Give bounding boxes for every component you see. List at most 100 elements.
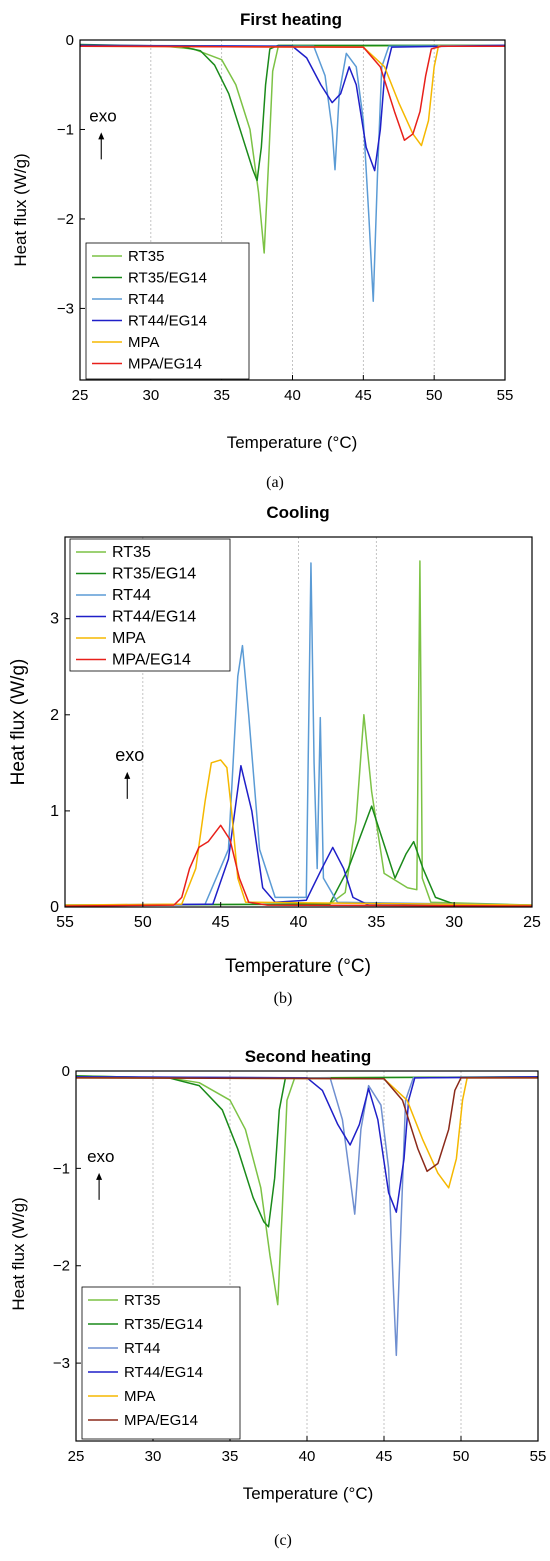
series-line-mpa: [76, 1077, 538, 1189]
series-line-rt44-eg14: [80, 44, 505, 172]
series-line-rt35: [76, 1075, 538, 1306]
panel-b: Cooling 55 50 45 40 35 30 25 0 1 2 3 Temperature …: [8, 503, 541, 1007]
x-tick-label: 30: [142, 387, 159, 404]
series-line-rt44: [65, 562, 532, 906]
y-tick-label: 0: [62, 1063, 70, 1080]
x-tick-label: 50: [134, 914, 152, 931]
x-tick-label: 35: [367, 914, 385, 931]
x-ticks: 55 50 45 40 35 30 25: [56, 902, 541, 931]
legend-label: MPA/EG14: [124, 1412, 198, 1429]
x-tick-label: 25: [72, 387, 89, 404]
panel-c: Second heating 25 30 35 40 45 50 55 0 −1 −2 −3 Te…: [9, 1047, 546, 1549]
x-tick-label: 30: [145, 1448, 162, 1465]
x-tick-label: 40: [284, 387, 301, 404]
series-line-mpa-eg14: [80, 45, 505, 141]
legend-label: RT35: [112, 544, 151, 561]
annotation-exo: exo: [115, 745, 144, 799]
x-tick-label: 35: [213, 387, 230, 404]
legend-box: [81, 1286, 241, 1440]
y-tick-label: −3: [57, 300, 74, 317]
x-tick-label: 50: [426, 387, 443, 404]
y-axis-label: Heat flux (W/g): [9, 1197, 28, 1310]
annotation-arrowhead: [96, 1172, 103, 1180]
x-ticks: 25 30 35 40 45 50 55: [68, 1436, 546, 1465]
y-tick-label: −2: [53, 1258, 70, 1275]
legend-label: MPA: [112, 630, 146, 647]
x-ticks: 25 30 35 40 45 50 55: [72, 375, 514, 404]
series-line-rt44: [76, 1076, 538, 1357]
y-axis-label: Heat flux (W/g): [8, 659, 29, 786]
legend-label: RT35: [128, 248, 164, 265]
legend-label: MPA/EG14: [112, 652, 191, 669]
y-tick-label: −2: [57, 211, 74, 228]
legend-label: MPA/EG14: [128, 356, 202, 373]
y-tick-label: −3: [53, 1355, 70, 1372]
x-tick-label: 25: [523, 914, 541, 931]
x-axis-label: Temperature (°C): [243, 1484, 374, 1503]
legend-label: MPA: [128, 334, 159, 351]
x-tick-label: 45: [355, 387, 372, 404]
annotation-arrowhead: [124, 771, 131, 779]
series-line-rt35: [65, 560, 532, 906]
chart-title: Cooling: [266, 503, 329, 522]
x-tick-label: 40: [290, 914, 308, 931]
legend-box: [85, 242, 250, 380]
y-tick-label: 0: [50, 899, 59, 916]
panel-label: (a): [266, 474, 284, 491]
y-ticks: 0 −1 −2 −3: [53, 1063, 81, 1372]
legend-label: RT44/EG14: [112, 609, 196, 626]
y-tick-label: 1: [50, 803, 59, 820]
legend-label: RT35: [124, 1292, 160, 1309]
legend-label: RT44/EG14: [128, 313, 207, 330]
legend-label: RT35/EG14: [112, 566, 196, 583]
plot-area: [76, 1075, 538, 1357]
chart-title: First heating: [240, 10, 342, 29]
chart-title: Second heating: [245, 1047, 372, 1066]
y-tick-label: −1: [57, 121, 74, 138]
panel-a: First heating 25 30 35 40 45 50 55 0 −1 −2 −3 Tem…: [11, 10, 513, 491]
y-tick-label: 3: [50, 611, 59, 628]
annotation-label: exo: [115, 745, 144, 765]
y-tick-label: −1: [53, 1160, 70, 1177]
annotation-arrowhead: [98, 132, 105, 140]
legend: RT35 RT35/EG14 RT44 RT44/EG14 MPA MPA/EG14: [69, 538, 231, 672]
y-tick-label: 2: [50, 707, 59, 724]
series-line-rt44-eg14: [76, 1076, 538, 1213]
y-axis-label: Heat flux (W/g): [11, 153, 30, 266]
legend-label: RT44: [124, 1340, 160, 1357]
legend-label: RT44: [112, 587, 151, 604]
legend: RT35 RT35/EG14 RT44 RT44/EG14 MPA MPA/EG14: [81, 1286, 241, 1440]
x-tick-label: 45: [376, 1448, 393, 1465]
plot-area: [65, 560, 532, 907]
x-tick-label: 50: [453, 1448, 470, 1465]
x-tick-label: 30: [445, 914, 463, 931]
series-line-mpa: [80, 45, 505, 147]
annotation-exo: exo: [87, 1147, 115, 1200]
x-tick-label: 35: [222, 1448, 239, 1465]
y-tick-label: 0: [66, 32, 74, 49]
legend-label: RT35/EG14: [128, 270, 207, 287]
legend-label: MPA: [124, 1388, 155, 1405]
series-line-mpa-eg14: [65, 824, 532, 907]
x-axis-label: Temperature (°C): [225, 956, 371, 977]
annotation-exo: exo: [89, 106, 117, 160]
plot-area: [80, 43, 505, 303]
annotation-label: exo: [87, 1147, 114, 1166]
series-line-rt35-eg14: [80, 43, 505, 182]
x-tick-label: 40: [299, 1448, 316, 1465]
x-tick-label: 25: [68, 1448, 85, 1465]
series-line-rt44: [80, 44, 505, 303]
legend-box: [69, 538, 231, 672]
x-tick-label: 45: [212, 914, 230, 931]
gridlines: [150, 40, 435, 380]
legend-label: RT35/EG14: [124, 1316, 203, 1333]
y-ticks: 0 −1 −2 −3: [57, 32, 85, 317]
x-tick-label: 55: [497, 387, 514, 404]
legend-label: RT44/EG14: [124, 1364, 203, 1381]
x-tick-label: 55: [56, 914, 74, 931]
legend: RT35 RT35/EG14 RT44 RT44/EG14 MPA MPA/EG14: [85, 242, 250, 380]
series-line-mpa: [65, 759, 532, 906]
x-axis-label: Temperature (°C): [227, 433, 358, 452]
series-line-rt35-eg14: [76, 1075, 538, 1228]
